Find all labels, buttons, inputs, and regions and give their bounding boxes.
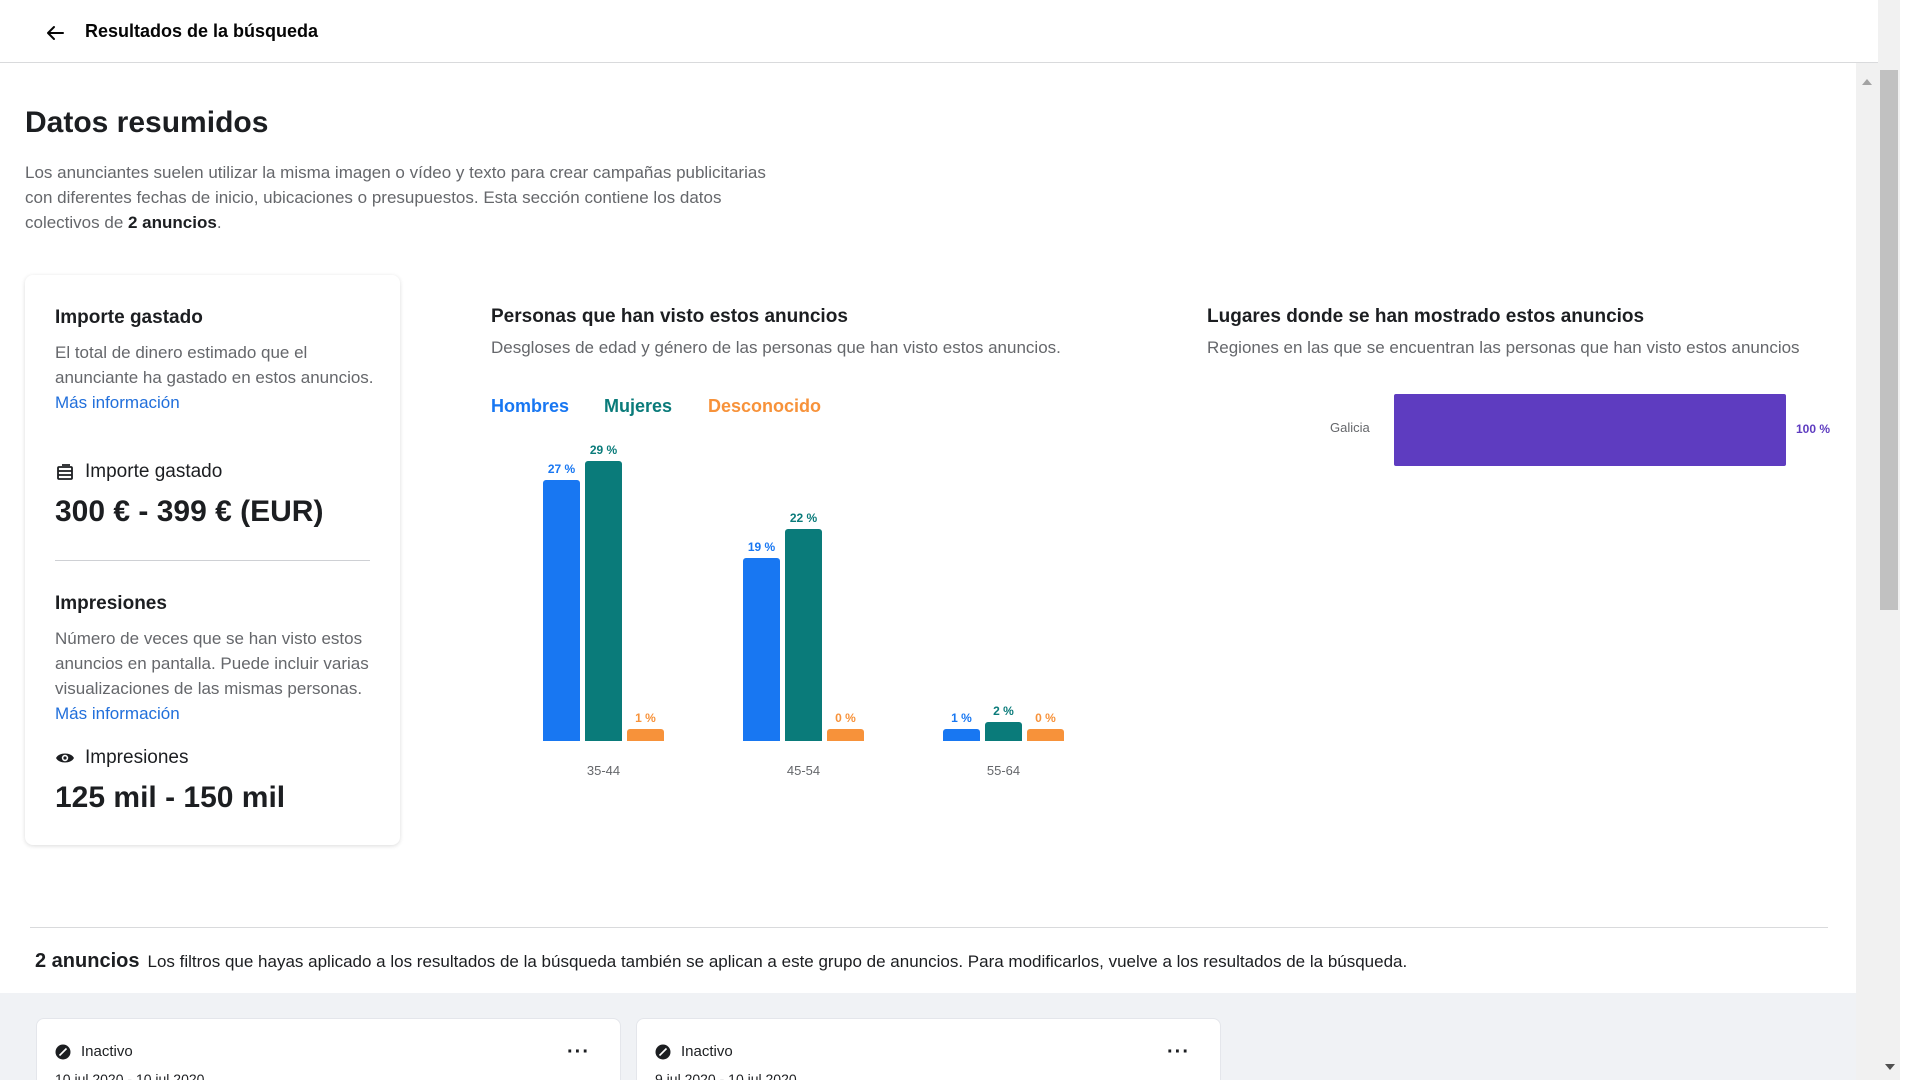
arrow-left-icon — [47, 26, 64, 40]
eye-icon — [55, 748, 75, 768]
back-button[interactable] — [42, 20, 68, 46]
card-divider — [55, 560, 370, 561]
money-icon — [55, 462, 75, 482]
places-heading: Lugares donde se han mostrado estos anun… — [1207, 306, 1645, 327]
bar-label: 29 % — [589, 443, 618, 457]
x-axis-tick-label: 35-44 — [586, 763, 621, 778]
summary-ad-count: 2 anuncios — [128, 213, 217, 232]
bar-35-44-hombres — [543, 480, 580, 741]
region-bar — [1394, 394, 1786, 466]
summary-description-end: . — [216, 213, 222, 232]
spend-more-info-link[interactable]: Más información — [55, 393, 180, 412]
region-percent-label: 100 % — [1796, 422, 1831, 436]
bar-55-64-desconocido — [1027, 729, 1064, 741]
summary-title: Datos resumidos — [25, 106, 269, 139]
more-options-icon[interactable]: ··· — [567, 1041, 590, 1063]
ad-status-label: Inactivo — [81, 1043, 133, 1060]
inactive-status-icon — [55, 1044, 71, 1059]
spend-description-text: El total de dinero estimado que el anunc… — [55, 343, 374, 387]
ad-status: Inactivo — [655, 1043, 733, 1060]
bar-55-64-mujeres — [985, 721, 1022, 741]
impressions-description: Número de veces que se han visto estos a… — [55, 626, 375, 726]
spend-heading: Importe gastado — [55, 307, 203, 328]
people-heading: Personas que han visto estos anuncios — [491, 306, 848, 327]
scroll-down-arrow-icon[interactable] — [1885, 1064, 1895, 1070]
bar-label: 2 % — [993, 703, 1014, 718]
impressions-value: 125 mil - 150 mil — [55, 781, 286, 814]
ad-card[interactable]: Inactivo 9 jul 2020 - 10 jul 2020 ··· — [636, 1018, 1221, 1080]
bar-35-44-mujeres — [585, 461, 622, 741]
region-label: Galicia — [1330, 420, 1370, 435]
section-divider — [30, 927, 1828, 928]
x-axis-tick-label: 55-64 — [986, 763, 1021, 778]
more-options-icon[interactable]: ··· — [1167, 1041, 1190, 1063]
impressions-metric-row: Impresiones — [55, 747, 189, 769]
results-note: Los filtros que hayas aplicado a los res… — [147, 952, 1408, 971]
people-subheading: Desgloses de edad y género de las person… — [491, 338, 1061, 357]
results-count-line: 2 anuncios Los filtros que hayas aplicado… — [35, 950, 1407, 973]
bar-label: 0 % — [1035, 711, 1056, 725]
impressions-heading: Impresiones — [55, 593, 167, 614]
bar-label: 0 % — [835, 711, 856, 725]
bar-label: 1 % — [635, 711, 656, 725]
bar-label: 1 % — [951, 711, 972, 725]
bar-45-54-mujeres — [785, 528, 822, 741]
spend-metric-row: Importe gastado — [55, 461, 222, 483]
ad-card[interactable]: Inactivo 10 jul 2020 - 10 jul 2020 ··· — [36, 1018, 621, 1080]
ad-status: Inactivo — [55, 1043, 133, 1060]
bar-label: 19 % — [747, 539, 776, 554]
bar-35-44-desconocido — [627, 729, 664, 741]
legend-men[interactable]: Hombres — [491, 396, 570, 416]
ad-dates: 9 jul 2020 - 10 jul 2020 — [655, 1071, 797, 1080]
scrollbar-thumb[interactable] — [1880, 70, 1898, 610]
summary-description: Los anunciantes suelen utilizar la misma… — [25, 160, 785, 235]
legend-unknown[interactable]: Desconocido — [708, 396, 822, 416]
ad-dates: 10 jul 2020 - 10 jul 2020 — [55, 1071, 205, 1080]
x-axis-tick-label: 45-54 — [786, 763, 821, 778]
places-subheading: Regiones en las que se encuentran las pe… — [1207, 338, 1800, 357]
bar-45-54-desconocido — [827, 729, 864, 741]
results-count: 2 anuncios — [35, 950, 140, 972]
ad-status-label: Inactivo — [681, 1043, 733, 1060]
inactive-status-icon — [655, 1044, 671, 1059]
scroll-up-arrow-icon[interactable] — [1862, 79, 1872, 85]
bar-45-54-hombres — [743, 557, 780, 741]
bar-label: 27 % — [547, 462, 576, 477]
summary-description-text: Los anunciantes suelen utilizar la misma… — [25, 163, 766, 232]
legend-women[interactable]: Mujeres — [604, 396, 673, 416]
bar-label: 22 % — [789, 510, 818, 525]
spend-metric-label: Importe gastado — [85, 461, 223, 482]
spend-description: El total de dinero estimado que el anunc… — [55, 340, 375, 415]
spend-impressions-card: Importe gastado El total de dinero estim… — [25, 275, 400, 845]
impressions-metric-label: Impresiones — [85, 747, 189, 768]
spend-value: 300 € - 399 € (EUR) — [55, 495, 324, 528]
inner-scroll-track[interactable] — [1856, 63, 1878, 1080]
bar-55-64-hombres — [943, 729, 980, 741]
impressions-more-info-link[interactable]: Más información — [55, 704, 180, 723]
top-bar: Resultados de la búsqueda — [0, 0, 1900, 63]
page-title: Resultados de la búsqueda — [85, 21, 319, 41]
impressions-description-text: Número de veces que se han visto estos a… — [55, 629, 369, 698]
